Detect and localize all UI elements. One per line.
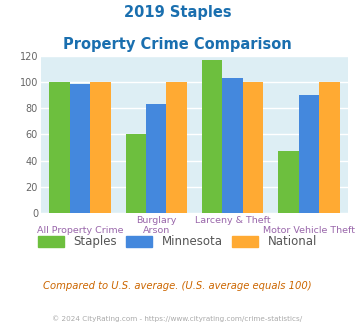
Text: Burglary: Burglary (136, 216, 176, 225)
Bar (243, 82, 263, 213)
Bar (202, 60, 222, 213)
Text: 2019 Staples: 2019 Staples (124, 5, 231, 20)
Bar (222, 78, 243, 213)
Bar (70, 83, 90, 213)
Bar (166, 82, 187, 213)
Text: © 2024 CityRating.com - https://www.cityrating.com/crime-statistics/: © 2024 CityRating.com - https://www.city… (53, 315, 302, 322)
Legend: Staples, Minnesota, National: Staples, Minnesota, National (33, 231, 322, 253)
Bar (90, 82, 111, 213)
Text: Motor Vehicle Theft: Motor Vehicle Theft (263, 226, 355, 235)
Bar (126, 135, 146, 213)
Text: Compared to U.S. average. (U.S. average equals 100): Compared to U.S. average. (U.S. average … (43, 281, 312, 291)
Text: Larceny & Theft: Larceny & Theft (195, 216, 270, 225)
Text: Arson: Arson (143, 226, 170, 235)
Bar (319, 82, 339, 213)
Text: Property Crime Comparison: Property Crime Comparison (63, 37, 292, 52)
Bar (146, 104, 166, 213)
Bar (49, 82, 70, 213)
Bar (278, 151, 299, 213)
Text: All Property Crime: All Property Crime (37, 226, 123, 235)
Bar (299, 95, 319, 213)
